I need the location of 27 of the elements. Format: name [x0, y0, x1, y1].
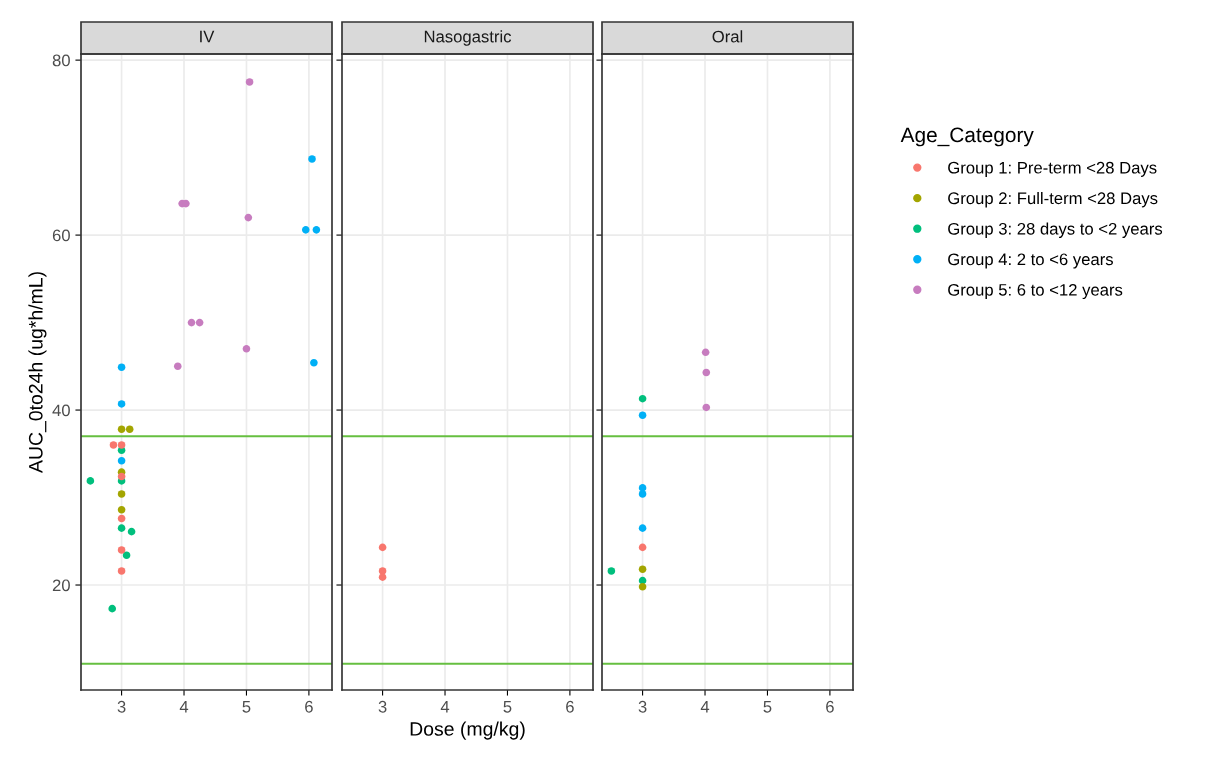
chart-title: Oral: [712, 30, 743, 43]
x-tick-label: 3: [117, 700, 126, 713]
y-tick-label: 40: [52, 404, 70, 417]
x-tick-label: 3: [378, 700, 387, 713]
legend-label: Group 2: Full-term <28 Days: [948, 191, 1158, 208]
x-tick-label: 4: [440, 701, 450, 713]
x-tick-label: 5: [763, 701, 772, 713]
legend-label: Group 5: 6 to <12 years: [948, 283, 1123, 300]
y-tick-label: 20: [52, 579, 70, 592]
legend-title: Age_Category: [900, 127, 1034, 147]
x-tick-label: 4: [700, 701, 710, 713]
legend-label: Group 3: 28 days to <2 years: [948, 222, 1163, 238]
y-tick-label: 60: [52, 229, 70, 242]
x-tick-label: 6: [305, 700, 313, 713]
y-axis-title: AUC_0to24h (ug*h/mL): [28, 272, 47, 474]
x-tick-label: 4: [179, 701, 189, 713]
x-tick-label: 6: [826, 700, 834, 713]
x-tick-label: 3: [638, 700, 647, 713]
x-tick-label: 5: [503, 701, 512, 713]
legend-label: Group 1: Pre-term <28 Days: [948, 161, 1157, 177]
chart-title: Nasogastric: [424, 30, 512, 46]
y-tick-label: 80: [52, 54, 70, 67]
chart-title: IV: [200, 30, 215, 43]
x-axis-title: Dose (mg/kg): [410, 721, 525, 740]
x-tick-label: 6: [566, 700, 574, 713]
legend-label: Group 4: 2 to <6 years: [948, 253, 1113, 269]
x-tick-label: 5: [242, 701, 251, 713]
